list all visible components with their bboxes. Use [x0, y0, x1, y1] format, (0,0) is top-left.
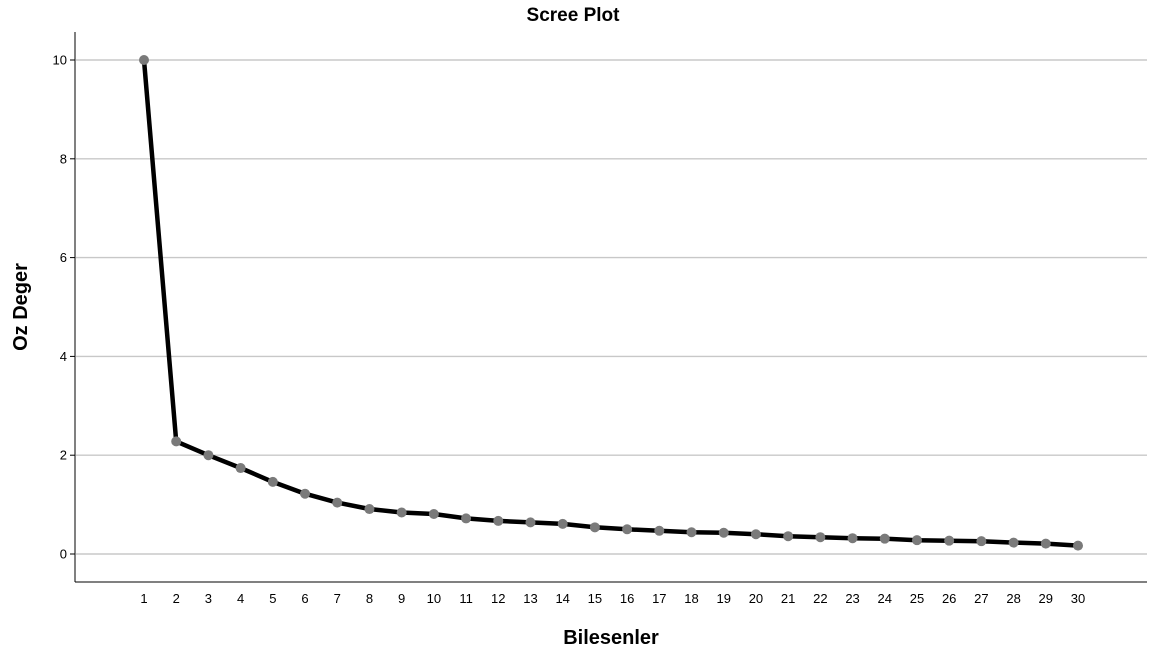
data-point-22 — [815, 532, 826, 543]
y-tick-label: 4 — [60, 349, 67, 364]
chart-title: Scree Plot — [527, 5, 621, 26]
x-tick-label: 15 — [588, 591, 602, 606]
data-point-5 — [267, 476, 278, 487]
x-tick-label: 19 — [716, 591, 730, 606]
data-point-7 — [332, 497, 343, 508]
x-tick-label: 23 — [845, 591, 859, 606]
y-tick-label: 10 — [53, 53, 67, 68]
x-tick-label: 27 — [974, 591, 988, 606]
x-tick-label: 12 — [491, 591, 505, 606]
x-tick-label: 2 — [173, 591, 180, 606]
gridlines — [76, 59, 1147, 555]
x-tick-label: 9 — [398, 591, 405, 606]
x-tick-label: 11 — [459, 591, 473, 606]
x-tick-label: 7 — [334, 591, 341, 606]
data-point-2 — [171, 436, 182, 447]
data-point-30 — [1073, 540, 1083, 551]
data-point-10 — [428, 508, 439, 519]
data-point-16 — [622, 524, 633, 535]
eigenvalue-line — [141, 57, 1081, 548]
data-point-25 — [911, 535, 922, 546]
y-tick-label: 8 — [60, 151, 67, 166]
x-tick-label: 22 — [813, 591, 827, 606]
data-point-12 — [493, 515, 504, 526]
x-tick-label: 8 — [366, 591, 373, 606]
x-axis-label: Bilesenler — [563, 627, 659, 649]
data-point-24 — [879, 533, 890, 544]
data-point-18 — [686, 527, 697, 538]
data-point-4 — [235, 463, 246, 474]
x-tick-label: 16 — [620, 591, 634, 606]
y-tick-label: 2 — [60, 448, 67, 463]
x-tick-label: 24 — [878, 591, 892, 606]
data-point-6 — [300, 488, 311, 499]
data-point-3 — [203, 450, 214, 461]
data-point-20 — [750, 529, 761, 540]
data-point-27 — [976, 536, 987, 547]
x-tick-label: 17 — [652, 591, 666, 606]
data-point-19 — [718, 527, 729, 538]
data-point-15 — [589, 522, 600, 533]
data-point-8 — [364, 504, 375, 515]
y-tick-label: 0 — [60, 547, 67, 562]
x-tick-label: 3 — [205, 591, 212, 606]
x-tick-label: 14 — [555, 591, 569, 606]
data-point-1 — [139, 55, 149, 65]
data-point-17 — [654, 525, 665, 536]
x-tick-label: 21 — [781, 591, 795, 606]
x-tick-label: 29 — [1039, 591, 1053, 606]
data-point-13 — [525, 517, 536, 528]
y-tick-label: 6 — [60, 250, 67, 265]
x-tick-label: 18 — [684, 591, 698, 606]
x-tick-label: 25 — [910, 591, 924, 606]
x-tick-label: 13 — [523, 591, 537, 606]
x-tick-label: 20 — [749, 591, 763, 606]
x-tick-label: 30 — [1071, 591, 1085, 606]
data-point-23 — [847, 533, 858, 544]
x-tick-label: 28 — [1006, 591, 1020, 606]
data-point-26 — [944, 535, 955, 546]
x-tick-label: 10 — [427, 591, 441, 606]
y-tick-labels: 0 2 4 6 8 10 — [53, 53, 75, 562]
data-point-21 — [783, 531, 794, 542]
y-axis-label: Oz Deger — [10, 263, 32, 351]
data-point-11 — [461, 513, 472, 524]
data-point-28 — [1008, 537, 1019, 548]
x-tick-label: 5 — [269, 591, 276, 606]
x-tick-labels: 1 2 3 4 5 6 7 8 9 10 11 12 13 14 15 16 17 18 19 20 21 22 23 24 2… — [140, 591, 1085, 606]
x-tick-label: 4 — [237, 591, 244, 606]
data-point-9 — [396, 507, 407, 518]
data-point-29 — [1040, 538, 1051, 549]
data-point-14 — [557, 518, 568, 529]
x-tick-label: 1 — [140, 591, 147, 606]
data-points — [139, 55, 1083, 551]
x-tick-label: 6 — [301, 591, 308, 606]
x-tick-label: 26 — [942, 591, 956, 606]
